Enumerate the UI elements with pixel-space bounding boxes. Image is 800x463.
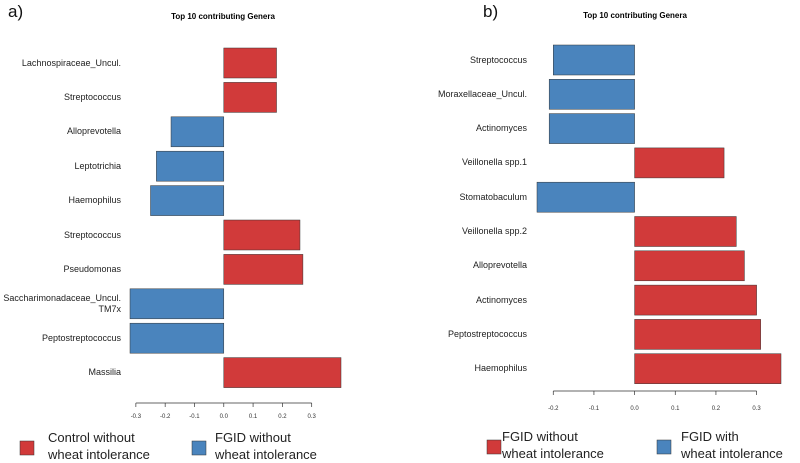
category-label: Alloprevotella [472, 260, 527, 271]
bar [634, 284, 757, 316]
bar [170, 116, 225, 148]
x-tick-label: 0.1 [671, 406, 680, 412]
bar [548, 113, 635, 144]
bar [634, 250, 745, 282]
category-label: Moraxellaceae_Uncul. [437, 88, 527, 99]
category-label: Massilia [88, 367, 121, 378]
bar [223, 82, 277, 113]
category-label: Alloprevotella [66, 126, 121, 137]
category-label: Streptococcus [63, 91, 121, 102]
x-tick-label: 0.3 [308, 414, 317, 420]
bar [553, 44, 635, 76]
chart-title: Top 10 contributing Genera [583, 11, 687, 20]
bar [634, 319, 761, 350]
legend-label: FGID with wheat intolerance [681, 429, 783, 461]
bar [634, 216, 737, 247]
x-tick-label: -0.3 [131, 414, 142, 420]
x-tick-label: -0.1 [589, 406, 600, 412]
category-label: Veillonella spp.1 [461, 157, 527, 168]
bar [129, 288, 225, 320]
category-label: Haemophilus [68, 195, 121, 206]
bar [634, 147, 725, 179]
x-tick-label: 0.3 [752, 406, 761, 412]
category-label: Peptostreptococcus [41, 332, 121, 343]
panel-label: a) [8, 2, 24, 21]
legend-swatch [656, 439, 672, 455]
bar [223, 357, 342, 388]
x-tick-label: 0.2 [278, 414, 287, 420]
chart-title: Top 10 contributing Genera [171, 12, 275, 21]
category-label: Leptotrichia [74, 160, 121, 171]
category-label: Streptococcus [469, 54, 527, 65]
category-label: Pseudomonas [63, 263, 121, 274]
bar [223, 47, 277, 79]
category-label: Veillonella spp.2 [461, 226, 527, 236]
legend-swatch [191, 440, 207, 456]
bar [536, 181, 635, 213]
category-label: Streptococcus [63, 229, 121, 240]
x-tick-label: -0.2 [160, 414, 171, 420]
legend-label: FGID without wheat intolerance [502, 429, 604, 461]
legend-swatch [486, 439, 502, 455]
bar [129, 322, 225, 354]
legend-swatch [19, 440, 35, 456]
bar [548, 79, 635, 110]
x-tick-label: 0.1 [249, 414, 258, 420]
x-tick-label: -0.1 [189, 414, 200, 420]
category-label: Haemophilus [474, 363, 527, 374]
x-tick-label: 0.2 [712, 406, 721, 412]
legend-label: FGID without wheat intolerance [215, 430, 317, 462]
bar [634, 353, 782, 384]
bar [223, 219, 301, 251]
category-label: Saccharimonadaceae_Uncul. TM7x [3, 292, 121, 314]
x-tick-label: -0.2 [548, 406, 559, 412]
bar [150, 185, 225, 216]
x-tick-label: 0.0 [630, 406, 639, 412]
category-label: Lachnospiraceae_Uncul. [21, 57, 121, 68]
bar [156, 150, 225, 182]
x-tick-label: 0.0 [220, 414, 229, 420]
category-label: Peptostreptococcus [447, 328, 527, 339]
category-label: Stomatobaculum [459, 191, 527, 202]
panel-label: b) [483, 2, 499, 21]
legend-label: Control without wheat intolerance [48, 430, 150, 462]
bar [223, 254, 304, 285]
category-label: Actinomyces [475, 294, 527, 305]
category-label: Actinomyces [475, 123, 527, 134]
